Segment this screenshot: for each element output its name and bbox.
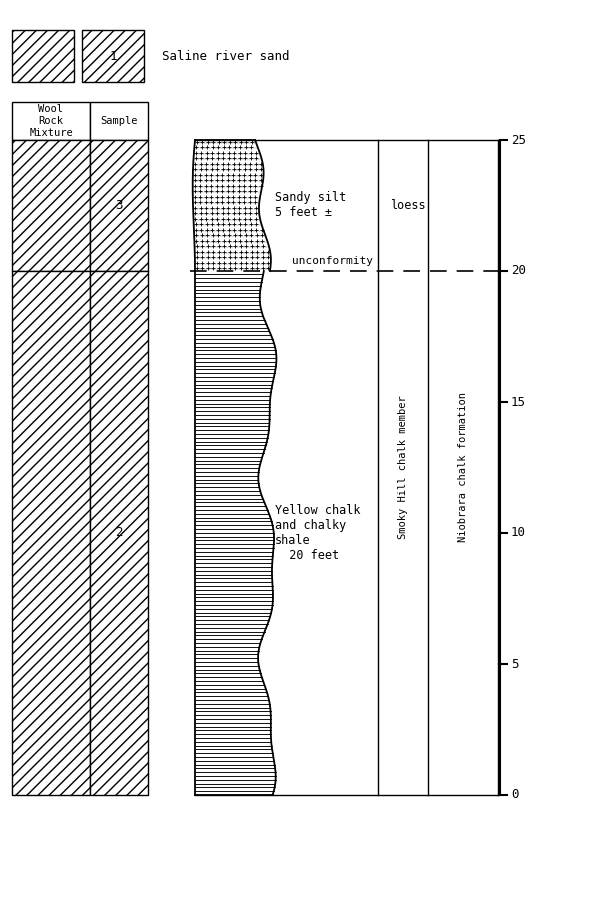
Text: loess: loess <box>390 199 425 212</box>
Bar <box>90 140 148 271</box>
Text: 10: 10 <box>511 526 526 539</box>
Polygon shape <box>195 271 277 795</box>
Text: 25: 25 <box>511 133 526 147</box>
Text: 1: 1 <box>109 50 117 62</box>
Text: 2: 2 <box>115 526 123 539</box>
Text: Sample: Sample <box>100 116 138 126</box>
Text: 15: 15 <box>511 395 526 409</box>
Text: Yellow chalk
and chalky
shale
  20 feet: Yellow chalk and chalky shale 20 feet <box>275 504 361 562</box>
Bar <box>12 271 90 795</box>
Bar <box>90 271 148 795</box>
Text: 5: 5 <box>511 658 518 670</box>
Text: 3: 3 <box>115 199 123 212</box>
Bar <box>90 102 148 140</box>
Text: Wool
Rock
Mixture: Wool Rock Mixture <box>29 104 73 138</box>
Text: Sandy silt
5 feet ±: Sandy silt 5 feet ± <box>275 192 346 220</box>
Text: Smoky Hill chalk member: Smoky Hill chalk member <box>398 396 408 539</box>
Text: unconformity: unconformity <box>292 256 373 266</box>
Bar <box>82 30 144 82</box>
Bar <box>12 30 74 82</box>
Bar <box>12 140 90 271</box>
Text: 0: 0 <box>511 788 518 802</box>
Polygon shape <box>193 140 271 271</box>
Text: Saline river sand: Saline river sand <box>162 50 290 62</box>
Bar <box>12 102 90 140</box>
Text: Niobrara chalk formation: Niobrara chalk formation <box>458 392 468 543</box>
Text: 20: 20 <box>511 265 526 277</box>
